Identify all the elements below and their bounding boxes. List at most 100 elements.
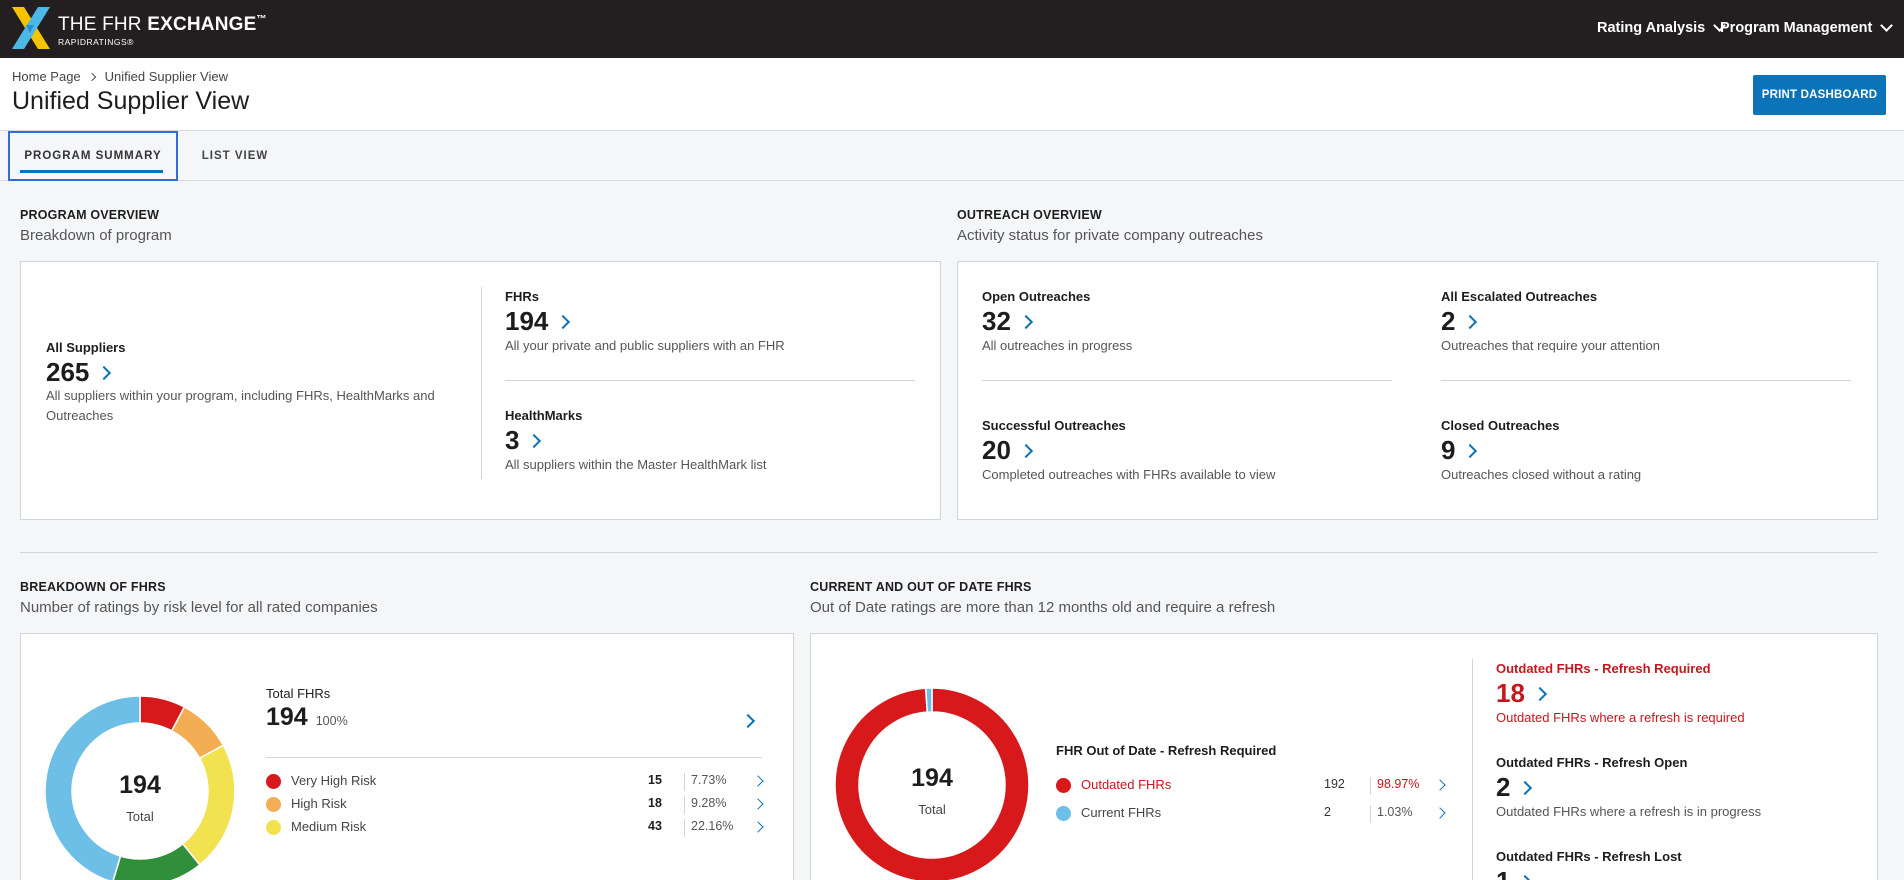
legend-swatch (266, 797, 281, 812)
chevron-right-icon[interactable] (1532, 686, 1547, 701)
breakdown-subtitle: Number of ratings by risk level for all … (20, 599, 378, 616)
all-suppliers-value: 265 (46, 357, 112, 388)
legend-swatch (266, 774, 281, 789)
page-title: Unified Supplier View (12, 87, 250, 115)
legend-count: 15 (648, 773, 662, 787)
refresh-lost-label: Outdated FHRs - Refresh Lost (1496, 849, 1682, 864)
divider (266, 757, 762, 758)
legend-percent: 22.16% (684, 819, 733, 837)
legend-swatch (1056, 806, 1071, 821)
current-outdated-title: CURRENT AND OUT OF DATE FHRS (810, 580, 1032, 594)
nav-rating-analysis[interactable]: Rating Analysis (1597, 19, 1727, 36)
legend-swatch (1056, 778, 1071, 793)
tab-program-summary[interactable]: PROGRAM SUMMARY (8, 131, 178, 181)
active-tab-indicator (20, 170, 163, 173)
escalated-outreaches-value: 2 (1441, 306, 1478, 337)
legend-swatch (266, 820, 281, 835)
legend-percent: 7.73% (684, 773, 726, 791)
chevron-right-icon[interactable] (752, 775, 764, 787)
outreach-overview-card: Open Outreaches 32 All outreaches in pro… (957, 261, 1878, 520)
legend-count: 2 (1324, 805, 1331, 819)
chevron-right-icon (87, 72, 96, 81)
outreach-overview-subtitle: Activity status for private company outr… (957, 227, 1263, 244)
legend-label: Current FHRs (1081, 805, 1162, 820)
nav-program-management[interactable]: Program Management (1720, 19, 1894, 36)
outdated-fhrs-donut-chart[interactable]: 194 Total (835, 688, 1029, 880)
chevron-right-icon[interactable] (556, 314, 571, 329)
chevron-right-icon[interactable] (752, 821, 764, 833)
escalated-outreaches-label: All Escalated Outreaches (1441, 289, 1598, 304)
refresh-required-description: Outdated FHRs where a refresh is require… (1496, 710, 1745, 725)
open-outreaches-description: All outreaches in progress (982, 338, 1133, 353)
successful-outreaches-description: Completed outreaches with FHRs available… (982, 467, 1276, 482)
donut-slice-low-risk[interactable] (45, 696, 141, 880)
donut-slice-outdated-fhrs[interactable] (835, 688, 1029, 880)
total-fhrs-percent: 100% (315, 713, 348, 728)
tab-list-view[interactable]: LIST VIEW (201, 150, 269, 162)
total-fhrs-value: 194 100% (266, 703, 348, 731)
total-fhrs-chevron-icon[interactable] (740, 713, 756, 729)
chevron-right-icon[interactable] (1463, 314, 1478, 329)
legend-count: 192 (1324, 777, 1345, 791)
legend-percent: 1.03% (1370, 805, 1412, 823)
donut-center-value: 194 (119, 771, 161, 799)
risk-breakdown-donut-chart[interactable]: 194 Total (45, 696, 235, 880)
current-outdated-subtitle: Out of Date ratings are more than 12 mon… (810, 599, 1276, 616)
refresh-open-description: Outdated FHRs where a refresh is in prog… (1496, 804, 1762, 819)
donut-center-value: 194 (911, 764, 953, 792)
risk-legend-row[interactable]: Medium Risk 43 22.16% (266, 817, 766, 837)
outdated-legend-row[interactable]: Outdated FHRs 192 98.97% (1056, 775, 1456, 795)
refresh-open-value: 2 (1496, 772, 1533, 803)
donut-slice-medium-low-risk[interactable] (112, 842, 201, 880)
refresh-lost-value: 1 (1496, 866, 1533, 880)
chevron-right-icon[interactable] (1434, 779, 1446, 791)
donut-slice-medium-risk[interactable] (181, 744, 235, 866)
divider (982, 380, 1392, 381)
fhr-exchange-logo-icon[interactable] (10, 5, 54, 51)
donut-slice-current-fhrs[interactable] (924, 688, 933, 713)
chevron-right-icon[interactable] (1463, 443, 1478, 458)
fhrs-description: All your private and public suppliers wi… (505, 338, 785, 353)
refresh-open-label: Outdated FHRs - Refresh Open (1496, 755, 1688, 770)
outdated-legend-row[interactable]: Current FHRs 2 1.03% (1056, 803, 1456, 823)
healthmarks-label: HealthMarks (505, 408, 583, 423)
chevron-right-icon[interactable] (1518, 874, 1533, 880)
all-suppliers-label: All Suppliers (46, 340, 126, 355)
breakdown-card: 194 Total Total FHRs 194 100% Very High R… (20, 633, 794, 880)
healthmarks-value: 3 (505, 425, 542, 456)
closed-outreaches-description: Outreaches closed without a rating (1441, 467, 1642, 482)
all-suppliers-description: All suppliers within your program, inclu… (46, 388, 435, 423)
chevron-right-icon[interactable] (1518, 780, 1533, 795)
fhrs-value: 194 (505, 306, 571, 337)
legend-count: 18 (648, 796, 662, 810)
legend-label: Outdated FHRs (1081, 777, 1172, 792)
print-dashboard-button[interactable]: PRINT DASHBOARD (1753, 75, 1886, 115)
breadcrumb-home-link[interactable]: Home Page (12, 69, 81, 84)
breadcrumb: Home Page Unified Supplier View (12, 69, 228, 84)
legend-percent: 9.28% (684, 796, 726, 814)
section-divider (20, 552, 1878, 553)
program-overview-subtitle: Breakdown of program (20, 227, 172, 244)
refresh-required-label: Outdated FHRs - Refresh Required (1496, 661, 1711, 676)
escalated-outreaches-description: Outreaches that require your attention (1441, 338, 1660, 353)
program-overview-title: PROGRAM OVERVIEW (20, 208, 160, 222)
chevron-right-icon[interactable] (1434, 807, 1446, 819)
open-outreaches-value: 32 (982, 306, 1033, 337)
current-outdated-card: 194 Total FHR Out of Date - Refresh Requ… (810, 633, 1878, 880)
legend-label: Medium Risk (291, 819, 367, 834)
brand-name: THE FHR EXCHANGE™ (58, 14, 267, 35)
fhrs-label: FHRs (505, 289, 539, 304)
legend-label: Very High Risk (291, 773, 377, 788)
chevron-right-icon[interactable] (1018, 314, 1033, 329)
chevron-right-icon[interactable] (1018, 443, 1033, 458)
chevron-right-icon[interactable] (97, 365, 112, 380)
chevron-right-icon[interactable] (527, 433, 542, 448)
risk-legend-row[interactable]: Very High Risk 15 7.73% (266, 771, 766, 791)
divider (1472, 659, 1473, 880)
legend-label: High Risk (291, 796, 347, 811)
risk-legend-row[interactable]: High Risk 18 9.28% (266, 794, 766, 814)
successful-outreaches-value: 20 (982, 435, 1033, 466)
chevron-right-icon[interactable] (752, 798, 764, 810)
brand-subtitle: RAPIDRATINGS® (58, 37, 134, 47)
top-bar: THE FHR EXCHANGE™ RAPIDRATINGS® Rating A… (0, 0, 1904, 58)
